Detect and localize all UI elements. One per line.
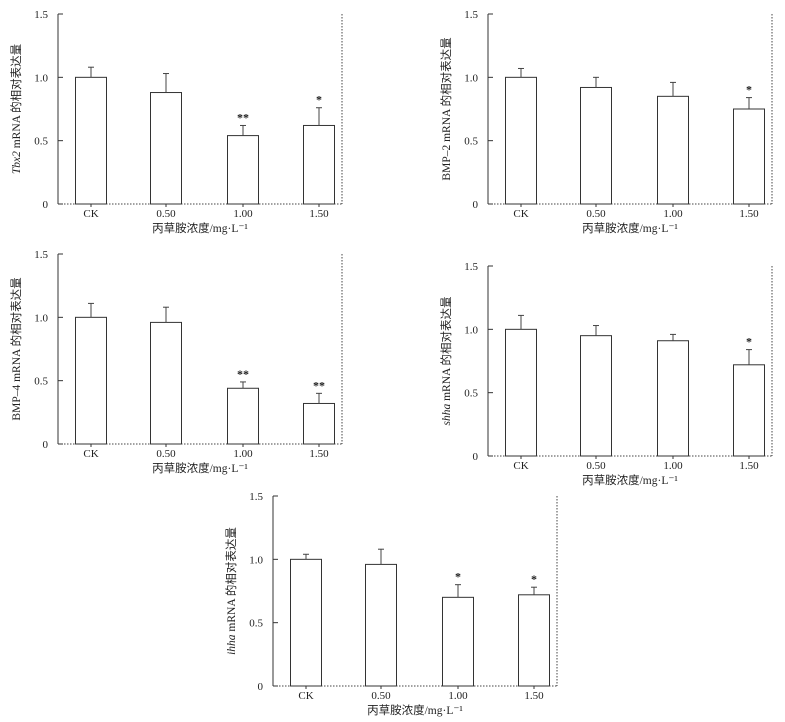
bar	[227, 135, 259, 205]
significance-mark: *	[746, 335, 752, 349]
y-tick-label: 1.0	[464, 324, 478, 336]
bar	[580, 86, 612, 205]
y-axis-label: BMP–4 mRNA 的相对表达量	[9, 277, 23, 420]
y-axis-label: Tbx2 mRNA 的相对表达量	[9, 44, 23, 174]
significance-mark: *	[746, 83, 752, 97]
gene-name: shha	[441, 404, 453, 426]
y-tick-label: 1.0	[34, 312, 48, 324]
bar	[290, 558, 322, 687]
bmp2-chart: 0 0.5 1.0 1.5 CK 0.50 1.00 * 1.50 丙草胺浓度/mg·L⁻¹ BMP…	[439, 9, 773, 235]
bmp4-chart: 0 0.5 1.0 1.5 CK 0.50 ** 1.00 ** 1.50 丙草胺浓度/mg·L⁻¹…	[9, 249, 343, 475]
significance-mark: **	[237, 110, 249, 124]
x-tick-label: CK	[298, 690, 313, 702]
x-tick-label: 1.50	[309, 208, 329, 220]
y-tick-label: 0.5	[249, 618, 263, 630]
y-tick-label: 1.5	[464, 261, 478, 273]
y-tick-label: 0	[43, 199, 49, 211]
y-axis-label: ihha mRNA 的相对表达量	[224, 527, 238, 655]
x-axis-label: 丙草胺浓度/mg·L⁻¹	[582, 473, 678, 487]
y-axis-label-text: mRNA 的相对表达量	[9, 44, 23, 151]
bar	[657, 95, 689, 205]
y-tick-label: 1.5	[34, 9, 48, 21]
bar	[733, 108, 765, 205]
tbx2-chart: 0 0.5 1.0 1.5 CK 0.50 ** 1.00 * 1.50 丙草胺浓度/mg·L⁻¹ T…	[9, 9, 343, 235]
y-axis-label-text: BMP–2 mRNA 的相对表达量	[439, 37, 453, 180]
x-tick-label: CK	[83, 208, 98, 220]
x-tick-label: CK	[513, 208, 528, 220]
bar	[75, 316, 107, 445]
x-axis-label: 丙草胺浓度/mg·L⁻¹	[582, 221, 678, 235]
x-tick-label: 1.50	[739, 208, 759, 220]
x-tick-label: 1.50	[739, 460, 759, 472]
y-tick-label: 0.5	[464, 136, 478, 148]
x-tick-label: 1.00	[663, 460, 683, 472]
y-axis-label: shha mRNA 的相对表达量	[439, 296, 453, 425]
y-tick-label: 1.0	[249, 554, 263, 566]
y-axis-label-text: mRNA 的相对表达量	[439, 296, 453, 403]
bar	[150, 321, 182, 445]
y-axis-label-text: mRNA 的相对表达量	[224, 527, 238, 634]
y-tick-label: 0	[473, 199, 479, 211]
y-axis-label-text: BMP–4 mRNA 的相对表达量	[9, 277, 23, 420]
gene-name: Tbx2	[11, 151, 23, 174]
y-tick-label: 0.5	[464, 388, 478, 400]
ihha-chart: 0 0.5 1.0 1.5 CK 0.50 * 1.00 * 1.50 丙草胺浓度/mg·L⁻¹ ih…	[224, 491, 558, 717]
y-tick-label: 0.5	[34, 136, 48, 148]
bar	[733, 364, 765, 457]
gene-name: ihha	[226, 634, 238, 655]
significance-mark: *	[455, 570, 461, 584]
x-tick-label: 1.00	[233, 208, 253, 220]
x-tick-label: 0.50	[586, 208, 606, 220]
x-axis-label: 丙草胺浓度/mg·L⁻¹	[367, 703, 463, 717]
significance-mark: *	[531, 572, 537, 586]
x-axis-label: 丙草胺浓度/mg·L⁻¹	[152, 461, 248, 475]
x-tick-label: 1.50	[309, 448, 329, 460]
x-tick-label: 0.50	[156, 208, 176, 220]
significance-mark: **	[237, 367, 249, 381]
bar	[505, 76, 537, 205]
x-tick-label: CK	[513, 460, 528, 472]
y-axis-label: BMP–2 mRNA 的相对表达量	[439, 37, 453, 180]
x-tick-label: 0.50	[371, 690, 391, 702]
x-tick-label: 1.00	[663, 208, 683, 220]
x-tick-label: CK	[83, 448, 98, 460]
significance-mark: **	[313, 378, 325, 392]
bar	[75, 76, 107, 205]
bar	[150, 92, 182, 205]
bar	[227, 387, 259, 445]
bar	[657, 340, 689, 457]
y-tick-label: 0.5	[34, 376, 48, 388]
y-tick-label: 1.0	[34, 72, 48, 84]
bar	[303, 402, 335, 445]
x-tick-label: 1.50	[524, 690, 544, 702]
bar	[442, 596, 474, 687]
x-tick-label: 1.00	[233, 448, 253, 460]
y-tick-label: 0	[258, 681, 264, 693]
y-tick-label: 0	[43, 439, 49, 451]
x-tick-label: 1.00	[448, 690, 468, 702]
y-tick-label: 1.5	[464, 9, 478, 21]
significance-mark: *	[316, 93, 322, 107]
y-tick-label: 1.5	[34, 249, 48, 261]
y-tick-label: 1.0	[464, 72, 478, 84]
bar	[303, 124, 335, 205]
bar	[365, 563, 397, 687]
x-axis-label: 丙草胺浓度/mg·L⁻¹	[152, 221, 248, 235]
y-tick-label: 1.5	[249, 491, 263, 503]
bar	[580, 335, 612, 457]
bar	[505, 328, 537, 457]
shha-chart: 0 0.5 1.0 1.5 CK 0.50 1.00 * 1.50 丙草胺浓度/mg·L⁻¹ shh…	[439, 261, 773, 487]
x-tick-label: 0.50	[156, 448, 176, 460]
bar	[518, 594, 550, 687]
y-tick-label: 0	[473, 451, 479, 463]
x-tick-label: 0.50	[586, 460, 606, 472]
